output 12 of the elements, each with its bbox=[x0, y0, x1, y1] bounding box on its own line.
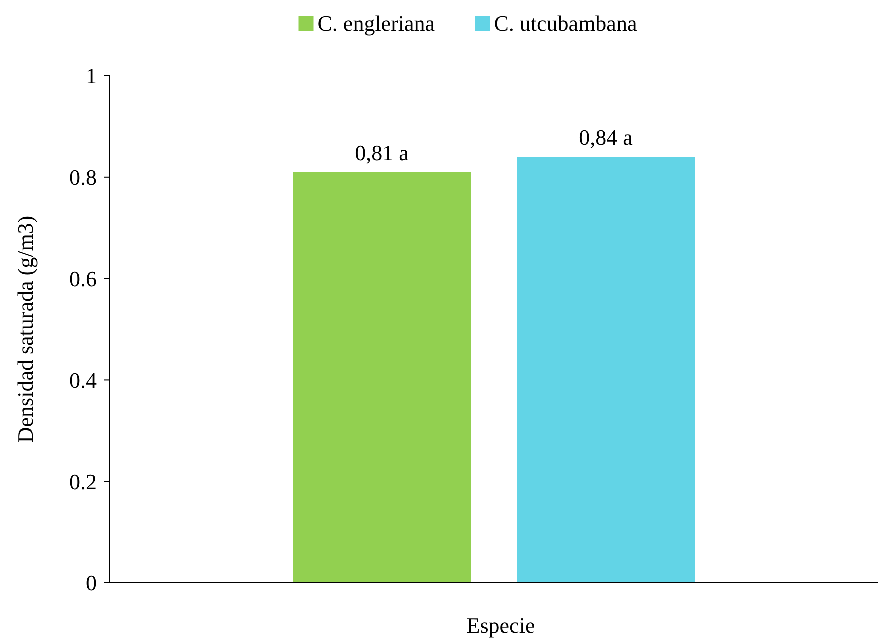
y-tick-label: 0.8 bbox=[70, 165, 97, 190]
y-tick-label: 1 bbox=[86, 64, 97, 89]
x-axis-title: Especie bbox=[466, 613, 536, 638]
y-axis-title: Densidad saturada (g/m3) bbox=[13, 216, 38, 444]
y-tick-label: 0 bbox=[86, 570, 97, 596]
y-tick-label: 0.4 bbox=[70, 368, 97, 393]
y-tick-label: 0.6 bbox=[70, 266, 97, 292]
legend-label: C. utcubambana bbox=[494, 11, 638, 36]
data-label: 0,81 a bbox=[355, 140, 410, 166]
data-label: 0,84 a bbox=[579, 125, 634, 150]
y-tick-label: 0.2 bbox=[70, 469, 97, 494]
legend-label: C. engleriana bbox=[318, 11, 436, 36]
